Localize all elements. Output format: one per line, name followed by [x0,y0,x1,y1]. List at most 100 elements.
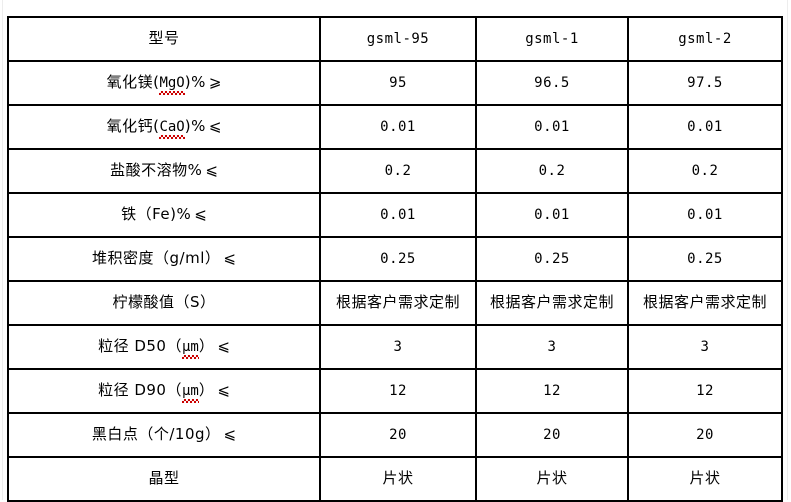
row-value-text: 0.2 [384,163,412,180]
row-label-text: 铁（Fe)% ⩽ [121,206,207,223]
row-value-cell-3: 12 [627,368,783,414]
table-row: 盐酸不溶物% ⩽ 0.2 0.2 0.2 [7,148,783,194]
row-value-cell-1: 片状 [319,456,477,502]
row-value-cell-2: 0.01 [475,192,629,238]
table-row: 氧化钙(CaO)% ⩽ 0.01 0.01 0.01 [7,104,783,150]
row-label-cell: 铁（Fe)% ⩽ [7,192,321,238]
row-value-cell-2: 3 [475,324,629,370]
row-value-text: 0.01 [687,207,723,224]
table-row: 粒径 D50（μm） ⩽ 3 3 3 [7,324,783,370]
row-value-text: 20 [696,427,714,444]
row-value-text: 片状 [689,469,721,488]
table-row: 黑白点（个/10g） ⩽ 20 20 20 [7,412,783,458]
comparator-symbol: ⩾ [208,73,222,92]
row-label-suffix: )% [184,117,206,136]
row-value-cell-2: 0.25 [475,236,629,282]
row-value-cell-1: 20 [319,412,477,458]
row-label-cell: 堆积密度（g/ml） ⩽ [7,236,321,282]
row-label-cell: 粒径 D90（μm） ⩽ [7,368,321,414]
row-value-cell-2: 20 [475,412,629,458]
row-value-cell-3: 20 [627,412,783,458]
row-value-cell-3: 0.2 [627,148,783,194]
row-value-text: 0.25 [534,251,570,268]
row-label-cell: 柠檬酸值（S） [7,280,321,326]
row-label-prefix: 粒径 D90（ [98,381,182,400]
row-label-prefix: 铁（Fe)% [121,205,192,224]
table-row: 晶型 片状 片状 片状 [7,456,783,502]
row-value-cell-2: 96.5 [475,60,629,106]
row-label-text: 堆积密度（g/ml） ⩽ [92,250,236,267]
row-label-prefix: 氧化镁( [106,73,160,92]
row-label-text: 柠檬酸值（S） [112,294,215,311]
row-label-prefix: 堆积密度（g/ml） [92,249,221,268]
row-value-cell-1: 0.01 [319,192,477,238]
row-value-cell-2: 0.01 [475,104,629,150]
row-label-suffix: ） [198,381,215,400]
row-label-prefix: 粒径 D50（ [98,337,182,356]
row-value-cell-1: 3 [319,324,477,370]
row-label-cell: 晶型 [7,456,321,502]
row-value-text: 0.2 [691,163,719,180]
row-label-prefix: 盐酸不溶物% [110,161,203,180]
spellcheck-flagged-term[interactable]: μm [181,339,199,356]
header-grade-text: gsml-1 [525,31,579,48]
comparator-symbol: ⩽ [217,381,230,400]
row-value-cell-3: 根据客户需求定制 [627,280,783,326]
row-label-text: 氧化镁(MgO)% ⩾ [106,73,222,92]
row-label-prefix: 黑白点（个/10g） [91,425,221,444]
comparator-symbol: ⩽ [223,425,237,444]
row-label-text: 晶型 [148,470,179,487]
row-value-text: 0.25 [687,251,723,268]
row-value-text: 12 [389,383,407,400]
row-value-text: 20 [389,427,407,444]
row-label-text: 氧化钙(CaO)% ⩽ [106,117,222,136]
header-grade-text: gsml-2 [678,31,732,48]
page-margin-guide-left [2,0,3,500]
page-margin-guide-right [787,0,788,500]
header-grade-text: gsml-95 [366,31,430,48]
row-label-prefix: 氧化钙( [106,117,160,136]
row-value-text: 0.01 [687,119,723,136]
row-label-text: 盐酸不溶物% ⩽ [110,162,218,179]
comparator-symbol: ⩽ [208,117,222,136]
row-value-cell-3: 0.01 [627,104,783,150]
table-header-row: 型号 gsml-95 gsml-1 gsml-2 [7,16,783,62]
row-label-text: 粒径 D90（μm） ⩽ [98,381,230,400]
table-row: 氧化镁(MgO)% ⩾ 95 96.5 97.5 [7,60,783,106]
row-label-prefix: 柠檬酸值（S） [112,293,216,312]
row-label-cell: 氧化镁(MgO)% ⩾ [7,60,321,106]
comparator-symbol: ⩽ [217,337,230,356]
row-value-cell-1: 0.01 [319,104,477,150]
row-value-text: 97.5 [687,75,723,92]
header-cell-grade-2: gsml-1 [475,16,629,62]
row-value-cell-1: 0.25 [319,236,477,282]
row-value-text: 3 [700,339,710,356]
row-value-cell-1: 95 [319,60,477,106]
row-value-text: 片状 [536,469,568,488]
row-value-cell-3: 0.01 [627,192,783,238]
spellcheck-flagged-term[interactable]: μm [181,383,199,400]
row-value-text: 0.01 [534,207,570,224]
row-value-text: 3 [393,339,403,356]
spellcheck-flagged-term[interactable]: MgO [159,75,185,92]
row-value-text: 0.2 [538,163,566,180]
row-value-text: 0.01 [380,207,416,224]
row-value-cell-3: 0.25 [627,236,783,282]
spellcheck-flagged-term[interactable]: CaO [159,119,185,136]
comparator-symbol: ⩽ [223,249,236,268]
row-value-cell-2: 0.2 [475,148,629,194]
row-label-cell: 盐酸不溶物% ⩽ [7,148,321,194]
row-value-cell-1: 0.2 [319,148,477,194]
row-value-cell-2: 根据客户需求定制 [475,280,629,326]
header-cell-grade-1: gsml-95 [319,16,477,62]
row-label-prefix: 晶型 [148,469,180,488]
row-value-text: 20 [543,427,561,444]
table-row: 堆积密度（g/ml） ⩽ 0.25 0.25 0.25 [7,236,783,282]
row-value-cell-2: 12 [475,368,629,414]
row-value-text: 0.01 [534,119,570,136]
row-value-text: 12 [696,383,714,400]
header-model-text: 型号 [148,29,180,48]
row-value-text: 根据客户需求定制 [489,293,614,312]
comparator-symbol: ⩽ [205,161,218,180]
